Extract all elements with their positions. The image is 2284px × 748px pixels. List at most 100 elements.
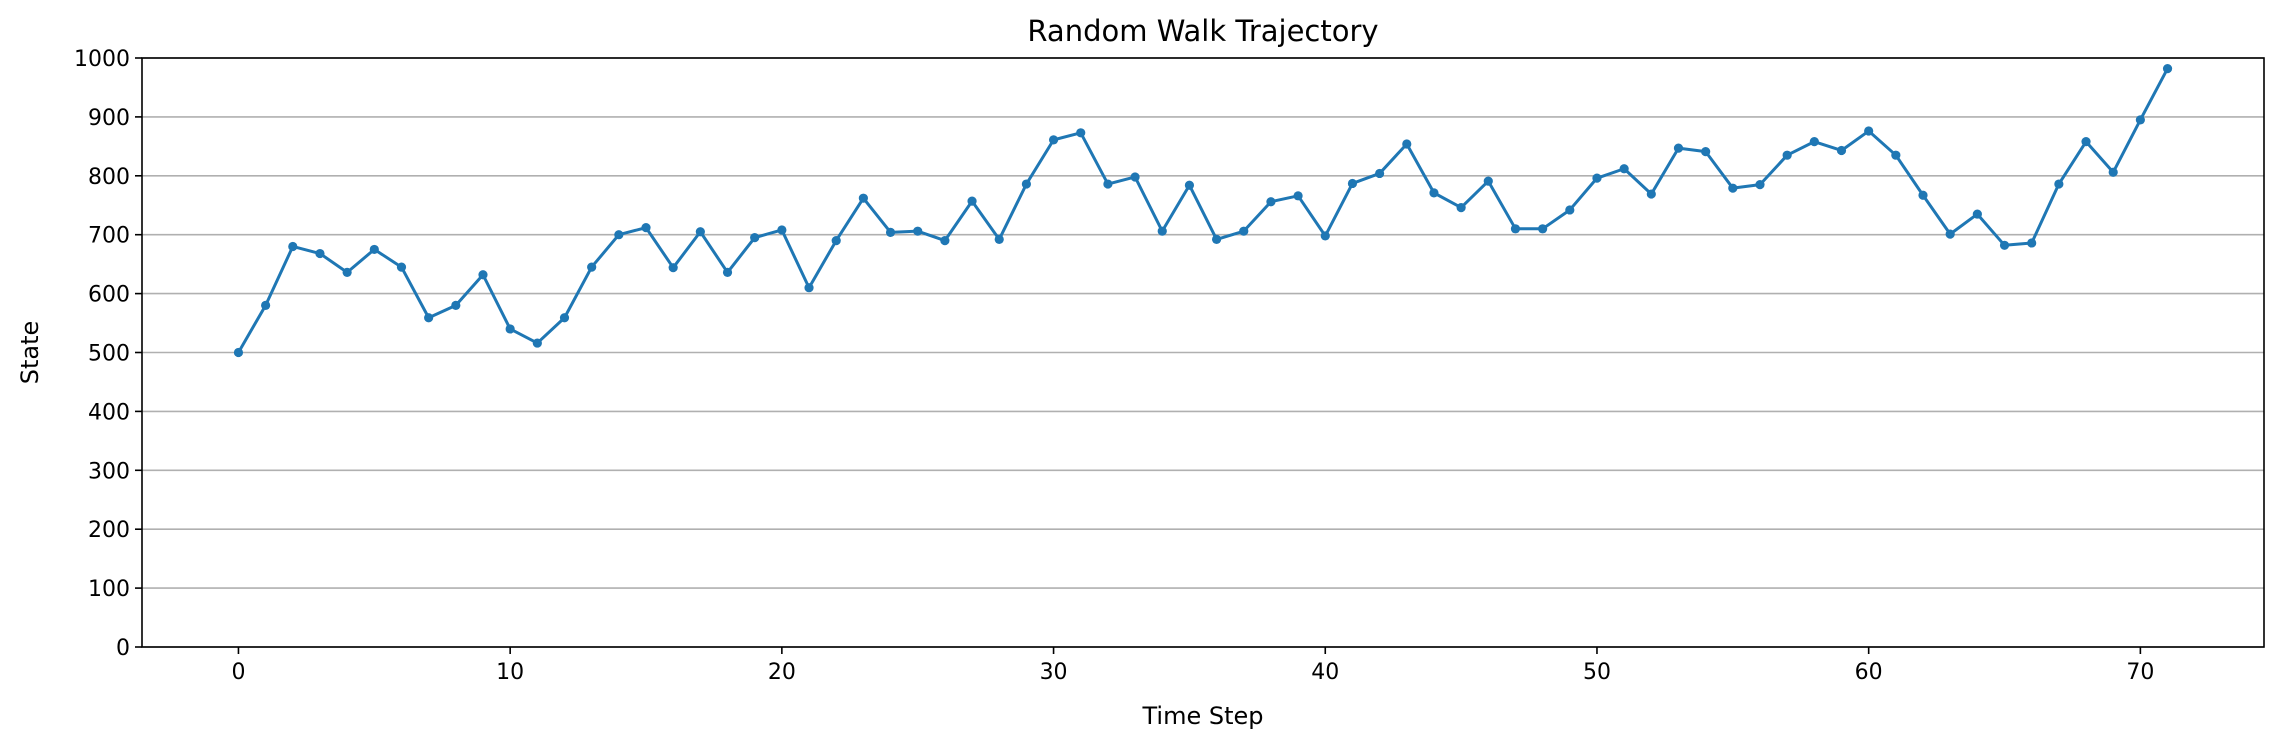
data-point — [994, 234, 1004, 245]
data-point — [1836, 145, 1847, 156]
data-point — [288, 241, 298, 252]
series-layer — [233, 64, 2173, 358]
data-point — [1592, 173, 1602, 183]
x-tick-label: 10 — [496, 660, 524, 685]
data-point — [1021, 179, 1031, 189]
data-point — [342, 267, 352, 277]
chart-title: Random Walk Trajectory — [1027, 14, 1378, 48]
data-point — [1891, 150, 1901, 160]
x-tick-label: 0 — [231, 660, 245, 685]
x-tick-label: 20 — [768, 660, 796, 685]
data-point — [1701, 147, 1711, 157]
data-point — [1728, 183, 1738, 193]
data-point — [804, 283, 814, 293]
y-axis-label: State — [16, 321, 44, 385]
data-point — [1429, 188, 1439, 198]
data-point — [451, 300, 461, 310]
data-point — [1402, 139, 1412, 149]
data-point — [1048, 135, 1059, 145]
y-tick-label: 200 — [88, 518, 130, 543]
data-point — [614, 230, 624, 240]
data-point — [2108, 167, 2118, 177]
data-point — [831, 235, 841, 246]
data-point — [858, 193, 868, 203]
data-point — [369, 244, 379, 255]
data-point — [1646, 189, 1656, 199]
data-point — [1076, 128, 1086, 138]
y-tick-label: 300 — [88, 459, 130, 484]
data-point — [1510, 224, 1521, 234]
data-point — [1945, 229, 1955, 239]
data-point — [1266, 197, 1276, 207]
data-point — [777, 225, 787, 235]
x-tick-label: 70 — [2126, 660, 2154, 685]
x-tick-label: 30 — [1040, 660, 1068, 685]
y-tick-label: 400 — [88, 400, 130, 425]
data-point — [1999, 240, 2010, 250]
data-point — [750, 233, 760, 243]
y-tick-label: 700 — [88, 224, 130, 249]
data-point — [396, 262, 407, 272]
x-tick-label: 60 — [1855, 660, 1883, 685]
data-point — [2054, 179, 2064, 189]
data-point — [2027, 238, 2037, 248]
data-point — [1864, 126, 1874, 136]
x-axis: 0 10 20 30 40 50 60 70 — [231, 647, 2154, 685]
data-point — [478, 270, 488, 280]
data-point — [722, 267, 733, 277]
data-point — [1809, 137, 1819, 147]
data-point — [1456, 203, 1466, 213]
data-point — [1375, 168, 1385, 179]
y-tick-label: 600 — [88, 283, 130, 308]
x-tick-label: 50 — [1583, 660, 1611, 685]
data-point — [1130, 172, 1140, 182]
data-point — [1320, 231, 1330, 241]
data-point — [695, 227, 705, 237]
data-point — [1673, 143, 1684, 153]
data-point — [1103, 179, 1113, 189]
data-point — [587, 262, 597, 272]
data-point — [559, 313, 570, 323]
data-point — [1565, 205, 1575, 215]
y-tick-label: 900 — [88, 106, 130, 131]
data-point — [1483, 176, 1493, 186]
data-point — [641, 223, 651, 233]
data-point — [532, 338, 542, 348]
y-tick-label: 100 — [88, 577, 130, 602]
data-point — [668, 263, 678, 273]
y-axis: 0 100 200 300 400 500 600 700 800 900 1000 — [74, 47, 142, 661]
data-point — [1619, 164, 1629, 174]
data-point — [913, 226, 923, 236]
data-point — [2162, 64, 2173, 74]
data-point — [1347, 178, 1358, 189]
data-point — [2081, 137, 2091, 147]
x-axis-label: Time Step — [1141, 702, 1263, 730]
data-point — [1918, 190, 1928, 200]
y-tick-label: 500 — [88, 342, 130, 367]
data-point — [424, 313, 434, 323]
data-point — [1538, 224, 1548, 234]
data-point — [233, 347, 244, 358]
data-point — [505, 324, 515, 334]
data-point — [1239, 226, 1249, 236]
data-point — [1211, 234, 1222, 245]
data-point — [2135, 115, 2145, 125]
y-tick-label: 0 — [116, 636, 130, 661]
data-point — [967, 196, 977, 206]
data-point — [261, 300, 271, 310]
data-point — [1755, 180, 1765, 190]
data-point — [1782, 150, 1792, 160]
data-point — [1184, 180, 1195, 190]
y-tick-label: 1000 — [74, 47, 130, 72]
data-point — [1293, 191, 1303, 201]
data-point — [1157, 226, 1167, 236]
y-tick-label: 800 — [88, 165, 130, 190]
data-point — [885, 227, 896, 237]
series-line — [237, 67, 2169, 354]
data-point — [1972, 209, 1982, 219]
data-point — [940, 235, 950, 246]
x-tick-label: 40 — [1311, 660, 1339, 685]
data-point — [315, 248, 325, 259]
